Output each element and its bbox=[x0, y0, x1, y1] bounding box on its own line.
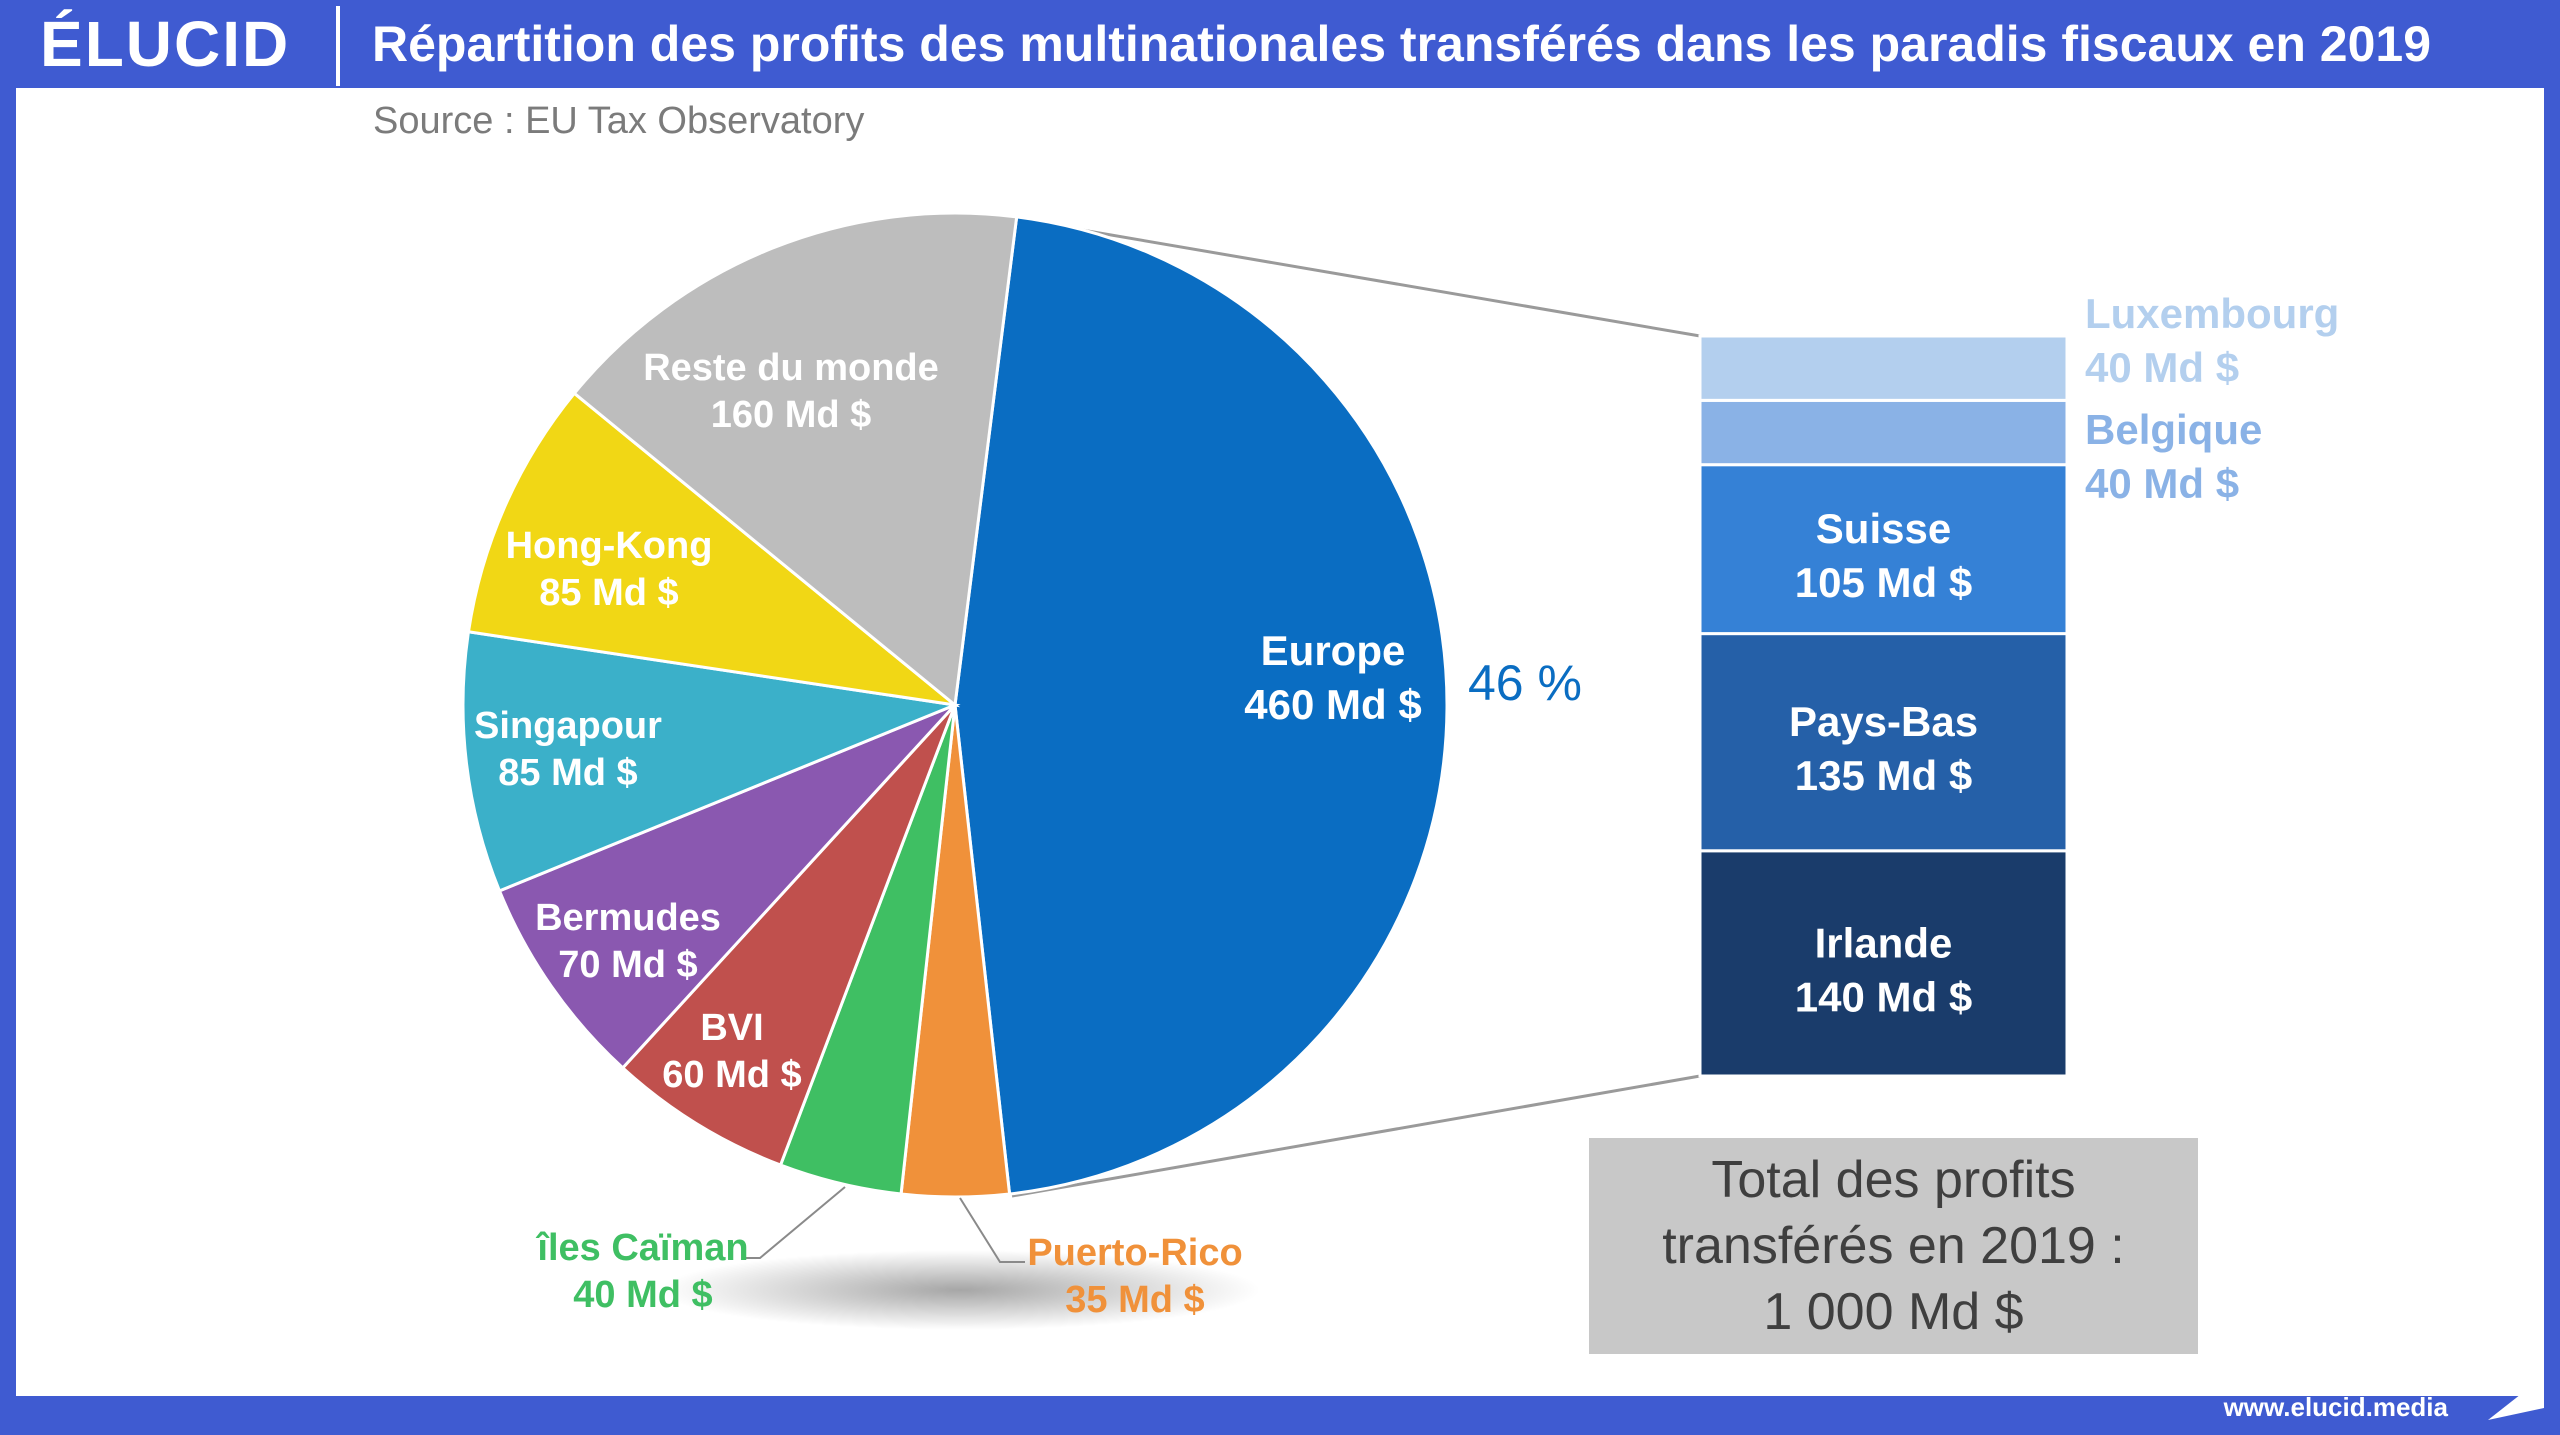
slice-label-reste-du-monde: Reste du monde bbox=[643, 347, 939, 389]
total-line-2: transférés en 2019 : bbox=[1662, 1217, 2125, 1275]
leader-line-iles-caiman bbox=[745, 1186, 846, 1259]
pie-slice-singapour bbox=[461, 630, 961, 893]
pie-slice-bvi bbox=[620, 703, 957, 1167]
pie-slice-reste-du-monde bbox=[572, 211, 1019, 708]
elucid-logo: ÉLUCID bbox=[40, 8, 291, 80]
slice-value-bermudes: 70 Md $ bbox=[558, 944, 697, 986]
slice-value-singapour: 85 Md $ bbox=[498, 752, 637, 794]
europe-percent-label: 46 % bbox=[1468, 655, 1582, 711]
slice-value-europe: 460 Md $ bbox=[1244, 681, 1421, 728]
slice-label-bermudes: Bermudes bbox=[535, 897, 721, 939]
bar-segment-suisse bbox=[1698, 463, 2069, 636]
pie-slice-bermudes bbox=[497, 703, 957, 1070]
bar-label-irlande: Irlande bbox=[1815, 919, 1953, 966]
slice-label-europe: Europe bbox=[1261, 627, 1406, 674]
bar-value-luxembourg: 40 Md $ bbox=[2085, 344, 2239, 391]
slice-label-hong-kong: Hong-Kong bbox=[506, 525, 713, 567]
bar-segment-pays-bas bbox=[1698, 632, 2069, 853]
stacked-bar bbox=[1698, 334, 2069, 1078]
bar-segment-irlande bbox=[1698, 849, 2069, 1078]
connector-bottom bbox=[1011, 1074, 1701, 1198]
connector-lines bbox=[1011, 216, 1701, 1198]
logo-divider bbox=[336, 6, 340, 86]
slice-value-hong-kong: 85 Md $ bbox=[539, 572, 678, 614]
connector-top bbox=[1011, 216, 1701, 338]
bar-value-belgique: 40 Md $ bbox=[2085, 460, 2239, 507]
bar-value-irlande: 140 Md $ bbox=[1795, 973, 1972, 1020]
bar-label-pays-bas: Pays-Bas bbox=[1789, 698, 1978, 745]
slice-label-bvi: BVI bbox=[700, 1007, 763, 1049]
bar-value-suisse: 105 Md $ bbox=[1795, 559, 1972, 606]
bar-value-pays-bas: 135 Md $ bbox=[1795, 752, 1972, 799]
stacked-bar-labels: Irlande 140 Md $ Pays-Bas 135 Md $ Suisse 105… bbox=[1789, 290, 2339, 1020]
slice-label-singapour: Singapour bbox=[474, 705, 662, 747]
slice-value-iles-caiman: 40 Md $ bbox=[573, 1274, 712, 1316]
pie-slice-hong-kong bbox=[466, 391, 961, 708]
total-box: Total des profits transférés en 2019 : 1… bbox=[1589, 1138, 2198, 1354]
slice-label-puerto-rico: Puerto-Rico bbox=[1027, 1232, 1242, 1274]
pie-chart bbox=[461, 211, 1449, 1199]
bar-label-luxembourg: Luxembourg bbox=[2085, 290, 2339, 337]
pie-shadow bbox=[660, 1250, 1260, 1330]
slice-label-iles-caiman: îles Caïman bbox=[535, 1227, 748, 1269]
header-bar: ÉLUCID Répartition des profits des multi… bbox=[0, 0, 2560, 88]
bar-label-suisse: Suisse bbox=[1816, 505, 1951, 552]
footer-url[interactable]: www.elucid.media bbox=[2223, 1392, 2448, 1422]
total-line-1: Total des profits bbox=[1711, 1151, 2076, 1209]
leader-line-puerto-rico bbox=[959, 1197, 1025, 1263]
slice-value-reste-du-monde: 160 Md $ bbox=[711, 394, 872, 436]
bar-label-belgique: Belgique bbox=[2085, 406, 2262, 453]
pie-slice-europe bbox=[953, 215, 1449, 1196]
total-value: 1 000 Md $ bbox=[1763, 1283, 2024, 1341]
slice-value-puerto-rico: 35 Md $ bbox=[1065, 1279, 1204, 1321]
bar-segment-belgique bbox=[1698, 398, 2069, 467]
chart-title: Répartition des profits des multinationa… bbox=[372, 16, 2432, 72]
bar-segment-luxembourg bbox=[1698, 334, 2069, 402]
source-label: Source : EU Tax Observatory bbox=[373, 100, 865, 142]
slice-value-bvi: 60 Md $ bbox=[662, 1054, 801, 1096]
pie-labels: Europe 460 Md $ 46 % Puerto-Rico 35 Md $ îles… bbox=[474, 347, 1582, 1321]
